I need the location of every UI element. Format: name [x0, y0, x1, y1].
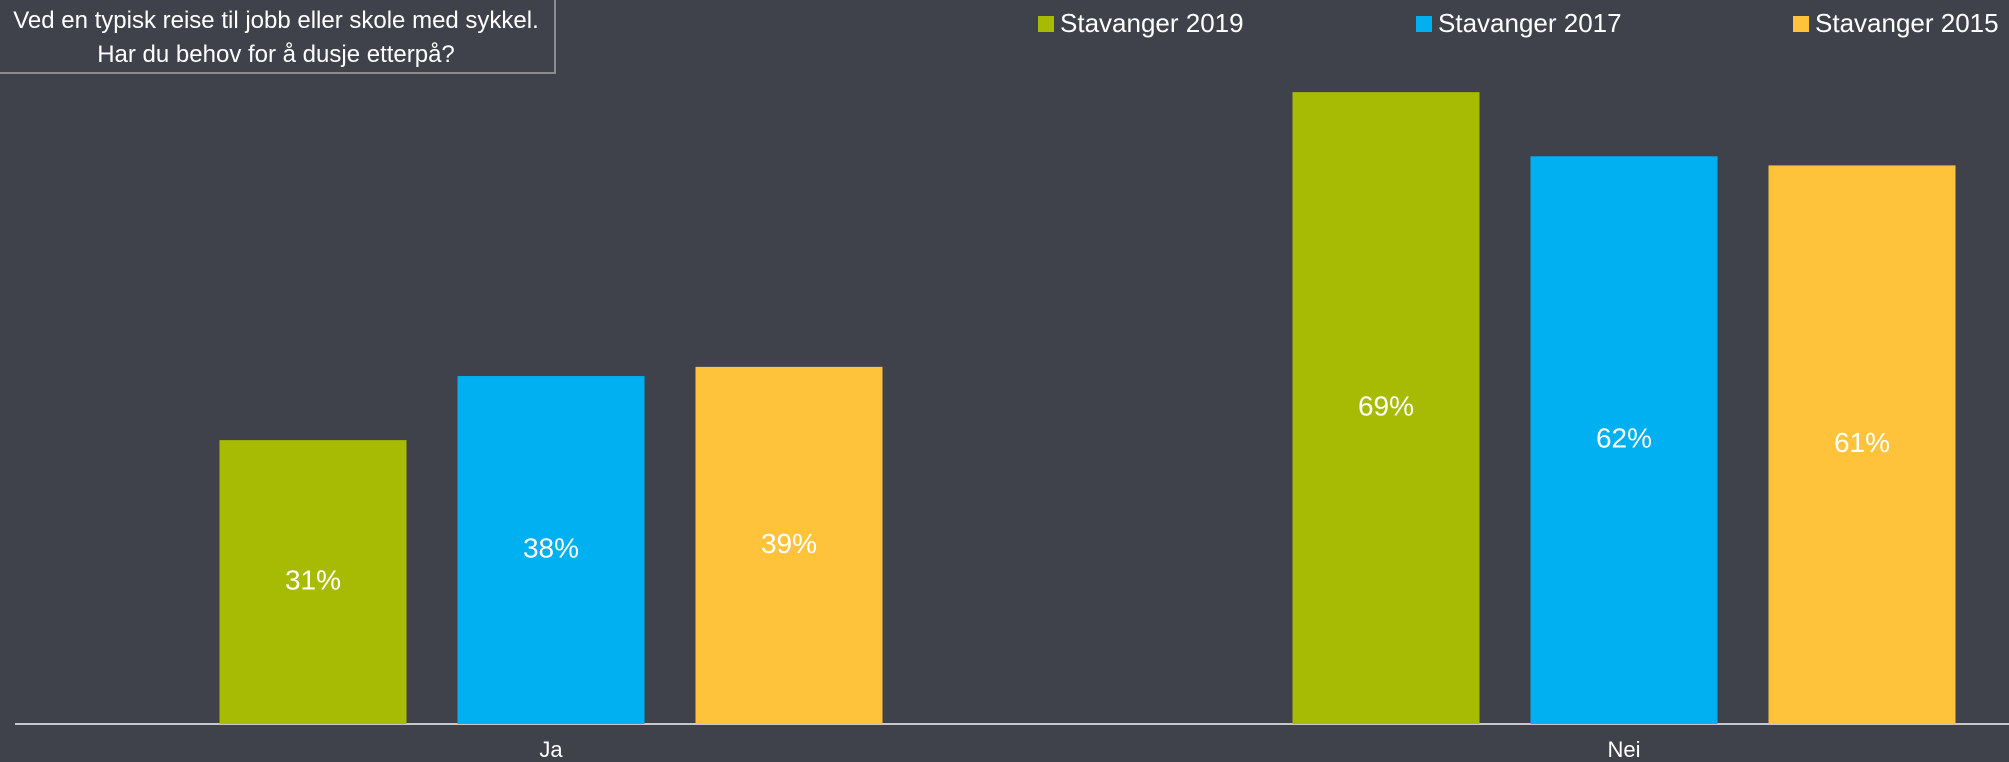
value-label: 39% [761, 528, 817, 559]
bar [457, 376, 645, 724]
value-label: 69% [1358, 390, 1414, 421]
value-label: 62% [1596, 423, 1652, 454]
bar [695, 366, 883, 724]
legend-label: Stavanger 2019 [1060, 8, 1244, 38]
bar [1292, 92, 1480, 724]
value-label: 38% [523, 532, 579, 563]
legend-swatch [1038, 16, 1054, 32]
legend-label: Stavanger 2015 [1815, 8, 1999, 38]
value-label: 61% [1834, 427, 1890, 458]
legend-label: Stavanger 2017 [1438, 8, 1622, 38]
chart-title: Ved en typisk reise til jobb eller skole… [0, 0, 556, 74]
legend-swatch [1416, 16, 1432, 32]
legend-swatch [1793, 16, 1809, 32]
x-tick-label: Nei [1607, 737, 1640, 762]
bar [219, 440, 407, 724]
bar [1768, 165, 1956, 724]
x-tick-label: Ja [539, 737, 563, 762]
bar [1530, 156, 1718, 724]
value-label: 31% [285, 564, 341, 595]
